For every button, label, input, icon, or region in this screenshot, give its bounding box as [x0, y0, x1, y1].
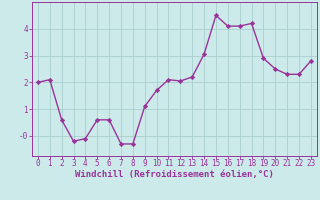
X-axis label: Windchill (Refroidissement éolien,°C): Windchill (Refroidissement éolien,°C): [75, 170, 274, 179]
